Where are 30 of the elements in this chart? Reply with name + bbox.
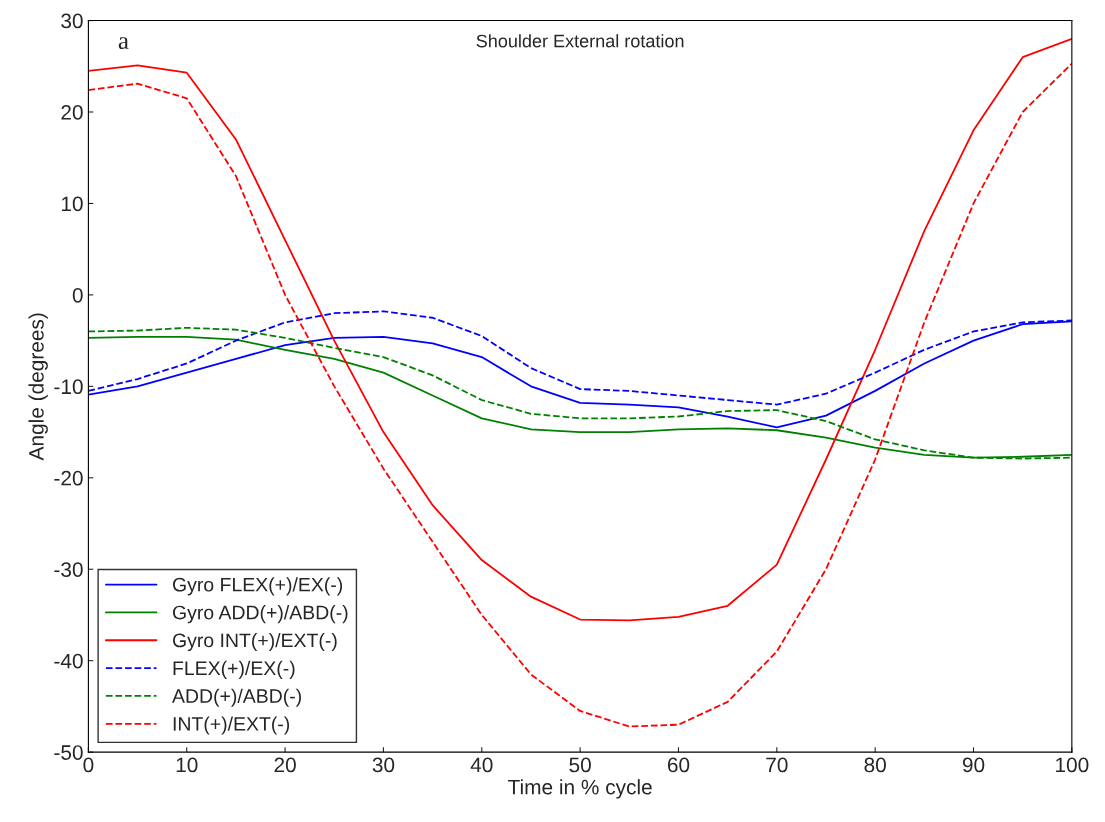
y-tick-label: 20	[61, 105, 83, 120]
x-tick-label: 90	[962, 757, 985, 773]
x-tick-label: 70	[766, 757, 788, 773]
y-tick-label: -40	[54, 653, 83, 669]
text: Shoulder External rotation	[476, 34, 684, 48]
x-tick-label: 20	[274, 757, 296, 773]
legend-label: Gyro ADD(+)/ABD(-)	[172, 605, 348, 624]
x-tick-label: 60	[667, 757, 690, 773]
y-tick-label: -20	[54, 470, 83, 486]
y-tick-label: 10	[61, 196, 83, 212]
x-tick-label: 100	[1056, 757, 1089, 773]
x-tick-label: 40	[470, 757, 493, 773]
legend-label: Gyro FLEX(+)/EX(-)	[172, 577, 343, 596]
y-tick-label: -30	[54, 562, 83, 577]
x-axis-title: Time in % cycle	[508, 779, 652, 799]
x-tick-label: 80	[864, 757, 886, 773]
x-tick-label: 0	[83, 757, 94, 773]
y-tick-label: -50	[54, 745, 83, 760]
legend-label: ADD(+)/ABD(-)	[172, 688, 301, 707]
x-tick-label: 50	[569, 757, 591, 773]
y-axis-title: Angle (degrees)	[28, 313, 48, 461]
legend-label: FLEX(+)/EX(-)	[173, 660, 295, 679]
legend-label: Gyro INT(+)/EXT(-)	[172, 632, 337, 652]
x-tick-label: 30	[372, 757, 395, 773]
legend-label: INT(+)/EXT(-)	[173, 716, 290, 735]
y-tick-label: 30	[61, 13, 83, 29]
x-tick-label: 10	[176, 757, 198, 773]
y-tick-label: -10	[54, 379, 83, 395]
y-tick-label: 0	[72, 287, 83, 303]
annotation: a	[118, 37, 129, 50]
